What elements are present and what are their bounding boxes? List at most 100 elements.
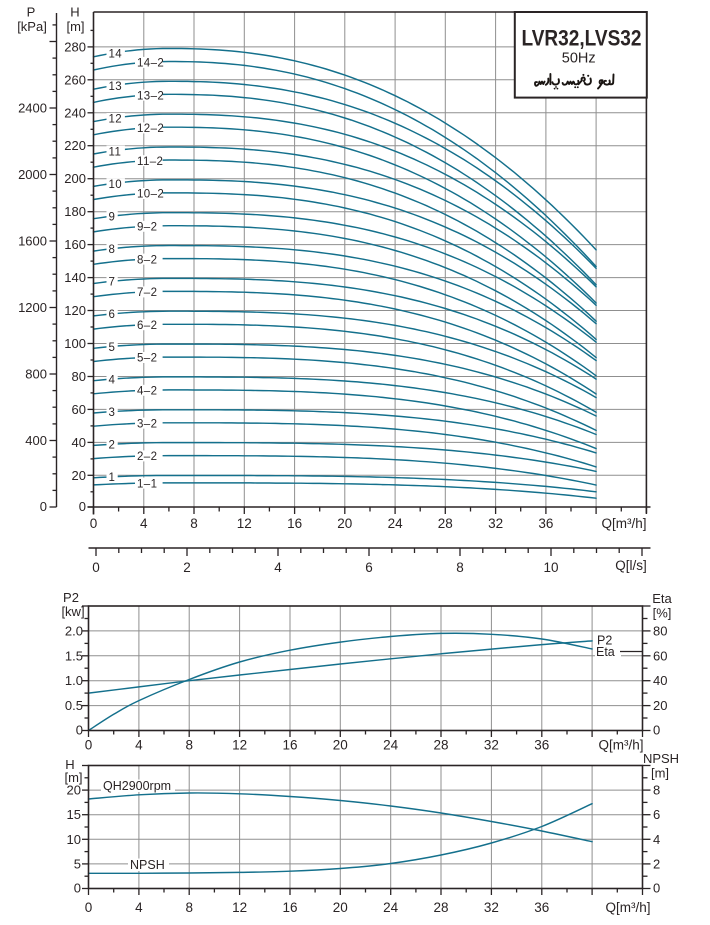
svg-text:2: 2 [653, 856, 660, 871]
svg-text:[kw]: [kw] [61, 604, 84, 619]
svg-text:Q[m³/h]: Q[m³/h] [605, 900, 650, 915]
svg-text:14: 14 [109, 49, 123, 61]
svg-text:6–2: 6–2 [137, 320, 157, 332]
svg-text:1–1: 1–1 [137, 478, 157, 490]
svg-text:14–2: 14–2 [137, 58, 164, 70]
svg-text:4: 4 [109, 374, 116, 386]
svg-text:0: 0 [76, 723, 83, 738]
svg-text:0: 0 [92, 560, 100, 575]
svg-text:6: 6 [365, 560, 373, 575]
svg-text:40: 40 [653, 673, 667, 688]
svg-text:6: 6 [109, 309, 116, 321]
svg-text:1: 1 [109, 472, 116, 484]
svg-text:200: 200 [64, 171, 86, 186]
svg-text:36: 36 [534, 738, 549, 753]
svg-text:3–2: 3–2 [137, 418, 157, 430]
svg-text:8: 8 [109, 244, 116, 256]
svg-text:NPSH: NPSH [643, 751, 679, 766]
svg-text:32: 32 [484, 738, 499, 753]
svg-text:8–2: 8–2 [137, 254, 157, 266]
svg-text:50Hz: 50Hz [562, 51, 596, 67]
svg-text:Eta: Eta [596, 645, 615, 659]
svg-text:8: 8 [185, 900, 193, 915]
svg-text:0.5: 0.5 [65, 698, 83, 713]
svg-text:[kPa]: [kPa] [17, 19, 47, 34]
svg-text:2.0: 2.0 [65, 623, 83, 638]
svg-text:H: H [70, 5, 79, 20]
svg-text:60: 60 [72, 402, 86, 417]
svg-text:0: 0 [79, 499, 86, 514]
svg-text:8: 8 [653, 783, 660, 798]
svg-text:180: 180 [64, 204, 86, 219]
svg-text:80: 80 [653, 623, 667, 638]
svg-text:2–2: 2–2 [137, 451, 157, 463]
svg-text:10–2: 10–2 [137, 189, 164, 201]
svg-text:2400: 2400 [18, 101, 47, 116]
svg-text:P: P [27, 5, 36, 20]
svg-text:8: 8 [190, 516, 198, 531]
svg-text:120: 120 [64, 303, 86, 318]
svg-text:4: 4 [135, 738, 143, 753]
svg-text:P2: P2 [63, 590, 79, 605]
svg-text:10: 10 [109, 179, 123, 191]
svg-text:15: 15 [67, 807, 81, 822]
svg-text:28: 28 [438, 516, 453, 531]
svg-text:2000: 2000 [18, 167, 47, 182]
svg-text:0: 0 [653, 881, 660, 896]
svg-text:QH2900rpm: QH2900rpm [103, 779, 171, 793]
svg-text:6: 6 [653, 807, 660, 822]
svg-text:800: 800 [25, 367, 47, 382]
svg-text:12: 12 [109, 114, 123, 126]
svg-text:60: 60 [653, 648, 667, 663]
svg-text:140: 140 [64, 270, 86, 285]
svg-text:P2: P2 [597, 634, 612, 648]
svg-text:[%]: [%] [653, 606, 672, 621]
svg-text:20: 20 [67, 783, 81, 798]
svg-text:3: 3 [109, 407, 116, 419]
svg-text:36: 36 [538, 516, 553, 531]
svg-text:7–2: 7–2 [137, 287, 157, 299]
svg-text:260: 260 [64, 72, 86, 87]
svg-text:1.0: 1.0 [65, 673, 83, 688]
svg-text:24: 24 [383, 900, 399, 915]
svg-text:16: 16 [287, 516, 302, 531]
svg-text:9–2: 9–2 [137, 222, 157, 234]
svg-text:100: 100 [64, 336, 86, 351]
svg-text:Q[m³/h]: Q[m³/h] [601, 516, 646, 531]
svg-text:4: 4 [653, 832, 660, 847]
svg-text:LVR32,LVS32: LVR32,LVS32 [522, 26, 642, 51]
svg-text:28: 28 [433, 738, 448, 753]
svg-text:0: 0 [40, 499, 47, 514]
svg-text:12: 12 [232, 900, 247, 915]
svg-text:24: 24 [383, 738, 399, 753]
svg-text:16: 16 [282, 738, 297, 753]
svg-text:220: 220 [64, 138, 86, 153]
svg-text:0: 0 [90, 516, 98, 531]
svg-text:280: 280 [64, 39, 86, 54]
svg-text:1.5: 1.5 [65, 648, 83, 663]
svg-text:11: 11 [109, 146, 122, 158]
svg-text:2: 2 [109, 440, 116, 452]
svg-text:32: 32 [488, 516, 503, 531]
svg-text:13: 13 [109, 81, 123, 93]
svg-text:7: 7 [109, 277, 116, 289]
svg-text:10: 10 [543, 560, 558, 575]
svg-text:8: 8 [185, 738, 193, 753]
svg-text:11–2: 11–2 [137, 156, 163, 168]
svg-text:20: 20 [333, 738, 348, 753]
svg-text:13–2: 13–2 [137, 90, 164, 102]
svg-text:12: 12 [232, 738, 247, 753]
svg-text:0: 0 [653, 723, 660, 738]
svg-text:12: 12 [237, 516, 252, 531]
svg-text:24: 24 [388, 516, 404, 531]
svg-text:[m]: [m] [651, 766, 669, 781]
svg-text:8: 8 [456, 560, 464, 575]
svg-text:H: H [65, 757, 74, 772]
svg-text:2: 2 [183, 560, 191, 575]
svg-text:Q[l/s]: Q[l/s] [615, 558, 647, 573]
svg-text:240: 240 [64, 105, 86, 120]
svg-text:28: 28 [433, 900, 448, 915]
svg-text:36: 36 [534, 900, 549, 915]
svg-text:0: 0 [85, 900, 93, 915]
svg-text:[m]: [m] [66, 19, 84, 34]
